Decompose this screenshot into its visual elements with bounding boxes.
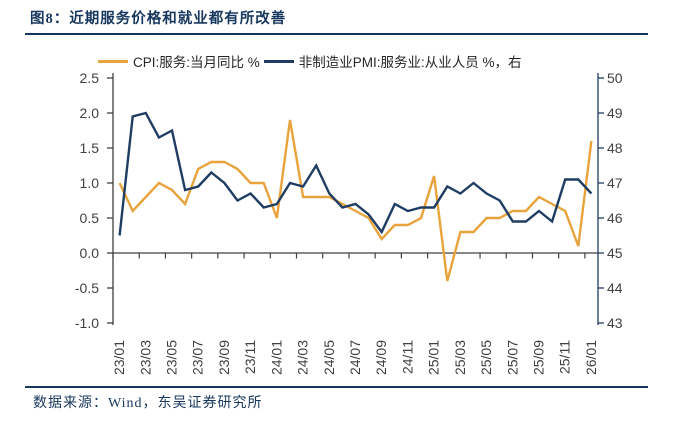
x-axis-tick-label: 23/07: [190, 340, 206, 375]
cpi-series-line: [118, 119, 593, 282]
bottom-divider: [25, 386, 648, 388]
x-axis-tick-label: 25/11: [557, 340, 573, 374]
right-axis-tick-label: 50: [607, 70, 623, 86]
right-axis-tick-label: 49: [607, 105, 623, 121]
left-axis-tick-label: 1.0: [80, 175, 100, 191]
left-axis-tick-label: 0.5: [80, 210, 100, 226]
x-axis-tick-label: 25/01: [426, 340, 442, 375]
right-axis-tick-label: 46: [607, 210, 623, 226]
x-axis-tick-label: 23/03: [137, 340, 153, 375]
pmi-line-swatch: [263, 59, 294, 63]
x-axis-tick-label: 24/09: [373, 340, 389, 375]
chart-legend: CPI:服务:当月同比 % 非制造业PMI:服务业:从业人员 %，右: [98, 51, 522, 71]
x-axis-tick-label: 24/01: [268, 340, 284, 375]
left-axis-tick-label: -0.5: [75, 280, 99, 296]
pmi-series-line: [118, 111, 593, 236]
x-axis-tick-label: 24/07: [347, 340, 363, 375]
right-axis-tick-label: 47: [607, 175, 623, 191]
legend-item-pmi: 非制造业PMI:服务业:从业人员 %，右: [263, 51, 522, 71]
x-axis-tick-label: 25/03: [452, 340, 468, 375]
x-axis-tick-label: 24/05: [321, 340, 337, 375]
left-axis-tick-label: 2.0: [80, 105, 100, 121]
right-axis-tick-label: 43: [607, 315, 623, 331]
data-source: 数据来源：Wind，东吴证券研究所: [33, 396, 263, 411]
left-axis-tick-label: 1.5: [80, 140, 100, 156]
x-axis-tick-label: 25/09: [531, 340, 547, 375]
right-axis-tick-label: 45: [607, 245, 623, 261]
x-axis-tick-label: 26/01: [583, 340, 599, 375]
right-axis-tick-label: 48: [607, 140, 623, 156]
cpi-line-swatch: [98, 59, 128, 63]
title-divider: [25, 33, 648, 35]
right-axis-tick-label: 44: [607, 280, 623, 296]
legend-item-cpi: CPI:服务:当月同比 %: [98, 51, 260, 71]
left-axis-tick-label: -1.0: [75, 315, 99, 331]
x-axis-tick-label: 23/09: [216, 340, 232, 375]
x-axis-tick-label: 23/11: [242, 340, 258, 374]
legend-label-pmi: 非制造业PMI:服务业:从业人员 %，右: [298, 55, 522, 70]
x-axis-tick-label: 23/01: [111, 340, 127, 375]
legend-label-cpi: CPI:服务:当月同比 %: [133, 55, 260, 70]
x-axis-tick-label: 25/07: [504, 340, 520, 375]
x-axis-tick-label: 24/03: [295, 340, 311, 375]
x-axis-tick-label: 24/11: [399, 340, 415, 374]
left-axis-tick-label: 0.0: [80, 245, 100, 261]
figure-title: 图8：近期服务价格和就业都有所改善: [30, 11, 287, 27]
x-axis-tick-label: 23/05: [163, 340, 179, 375]
x-axis-tick-label: 25/05: [478, 340, 494, 375]
left-axis-tick-label: 2.5: [80, 70, 100, 86]
